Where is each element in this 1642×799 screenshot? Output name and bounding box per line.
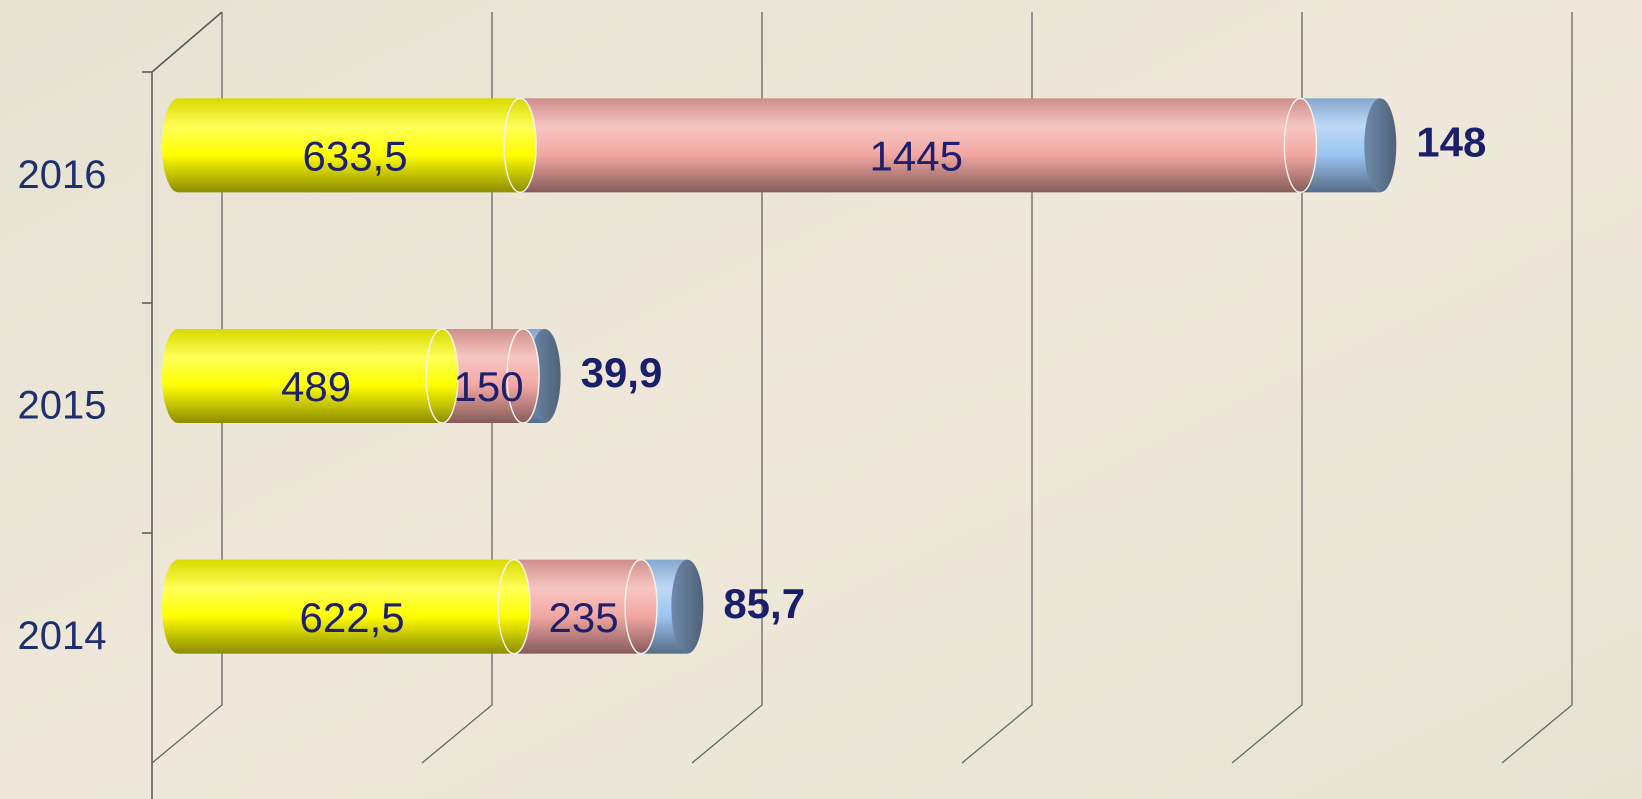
- value-label: 622,5: [300, 594, 405, 641]
- value-label: 633,5: [302, 132, 407, 179]
- grid-line: [1231, 12, 1303, 764]
- value-label: 148: [1416, 118, 1486, 165]
- grid-line: [1501, 12, 1573, 764]
- category-label: 2014: [18, 614, 107, 658]
- value-label: 150: [454, 363, 524, 410]
- segment-joint: [503, 97, 537, 194]
- bar-segment: [178, 559, 515, 654]
- value-label: 39,9: [581, 349, 663, 396]
- value-label: 489: [281, 363, 351, 410]
- segment-joint: [1283, 97, 1318, 194]
- grid-line: [151, 12, 223, 764]
- grid-line: [421, 12, 493, 764]
- segment-joint: [497, 558, 531, 655]
- category-label: 2016: [18, 153, 107, 197]
- bar-segment: [178, 329, 443, 423]
- bar-segment: [514, 559, 642, 654]
- segment-joint: [506, 328, 540, 424]
- category-label: 2015: [18, 384, 107, 428]
- bar-end-cap: [1364, 98, 1397, 193]
- value-label: 235: [549, 594, 619, 641]
- segment-joint: [425, 328, 459, 424]
- bar-end-cap: [671, 559, 704, 654]
- bar-segment: [520, 98, 1301, 193]
- grid-line: [961, 12, 1033, 764]
- value-label: 85,7: [723, 580, 805, 627]
- wall-edge: [151, 11, 223, 73]
- segment-joint: [624, 558, 658, 655]
- grid-line: [691, 12, 763, 764]
- value-label: 1445: [870, 132, 963, 179]
- bar-segment: [178, 98, 521, 193]
